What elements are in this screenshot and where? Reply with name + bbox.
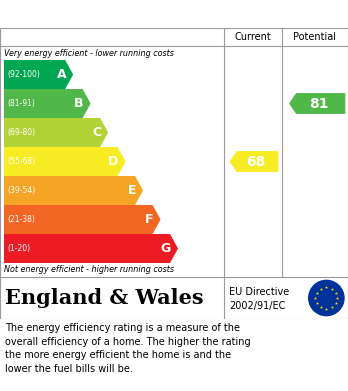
Text: D: D <box>108 155 119 168</box>
Text: England & Wales: England & Wales <box>5 288 204 308</box>
Text: (69-80): (69-80) <box>7 128 35 137</box>
Text: The energy efficiency rating is a measure of the
overall efficiency of a home. T: The energy efficiency rating is a measur… <box>5 323 251 374</box>
Text: 2002/91/EC: 2002/91/EC <box>229 301 286 310</box>
Polygon shape <box>4 176 143 205</box>
Polygon shape <box>4 89 90 118</box>
Text: Potential: Potential <box>293 32 337 42</box>
Polygon shape <box>4 147 126 176</box>
Circle shape <box>309 280 344 316</box>
Text: Not energy efficient - higher running costs: Not energy efficient - higher running co… <box>4 265 174 274</box>
Text: (1-20): (1-20) <box>7 244 30 253</box>
Text: Very energy efficient - lower running costs: Very energy efficient - lower running co… <box>4 48 174 57</box>
Text: (92-100): (92-100) <box>7 70 40 79</box>
Text: EU Directive: EU Directive <box>229 287 290 297</box>
Text: (55-68): (55-68) <box>7 157 35 166</box>
Text: E: E <box>128 184 136 197</box>
Polygon shape <box>4 234 178 263</box>
Text: (39-54): (39-54) <box>7 186 35 195</box>
Text: 81: 81 <box>310 97 329 111</box>
Text: 68: 68 <box>246 154 266 169</box>
Text: G: G <box>161 242 171 255</box>
Text: Energy Efficiency Rating: Energy Efficiency Rating <box>60 5 288 23</box>
Text: Current: Current <box>235 32 271 42</box>
Text: A: A <box>56 68 66 81</box>
Polygon shape <box>4 205 160 234</box>
Text: (21-38): (21-38) <box>7 215 35 224</box>
Polygon shape <box>289 93 345 114</box>
Polygon shape <box>4 118 108 147</box>
Polygon shape <box>4 60 73 89</box>
Text: C: C <box>92 126 101 139</box>
Text: (81-91): (81-91) <box>7 99 35 108</box>
Polygon shape <box>230 151 278 172</box>
Text: B: B <box>74 97 84 110</box>
Text: F: F <box>145 213 153 226</box>
